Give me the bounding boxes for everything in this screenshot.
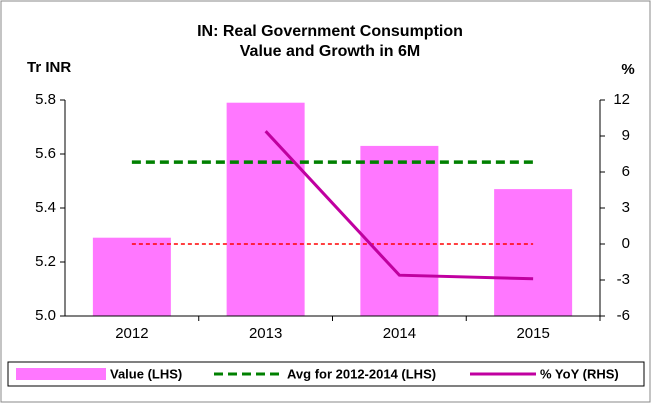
y2-tick-label: 0 — [622, 235, 630, 252]
y2-tick-label: -6 — [617, 307, 630, 324]
legend-label: Avg for 2012-2014 (LHS) — [287, 366, 436, 381]
line-series — [264, 130, 534, 281]
legend-box — [7, 361, 645, 387]
y2-tick-label: 3 — [622, 199, 630, 216]
y2-tick-label: 6 — [622, 163, 630, 180]
x-tick-label: 2013 — [249, 325, 282, 342]
y-tick-label: 5.8 — [35, 91, 56, 108]
y-tick-label: 5.0 — [35, 307, 56, 324]
legend-label: % YoY (RHS) — [540, 366, 619, 381]
y2-tick-label: 12 — [613, 91, 630, 108]
x-tick-label: 2015 — [516, 325, 549, 342]
chart-title: IN: Real Government Consumption — [197, 23, 463, 40]
bar — [494, 189, 573, 316]
y2-axis-label: % — [621, 61, 634, 78]
bar — [226, 102, 305, 316]
y-tick-label: 5.2 — [35, 253, 56, 270]
bar — [360, 145, 439, 316]
y-axis-label: Tr INR — [27, 59, 71, 76]
legend-swatch — [16, 368, 106, 380]
y2-tick-label: 9 — [622, 127, 630, 144]
chart-subtitle: Value and Growth in 6M — [240, 43, 420, 60]
x-tick-label: 2012 — [115, 325, 148, 342]
y-tick-label: 5.4 — [35, 199, 56, 216]
y2-tick-label: -3 — [617, 271, 630, 288]
bar — [92, 237, 171, 316]
legend-label: Value (LHS) — [110, 366, 182, 381]
x-tick-label: 2014 — [383, 325, 416, 342]
y-tick-label: 5.6 — [35, 145, 56, 162]
